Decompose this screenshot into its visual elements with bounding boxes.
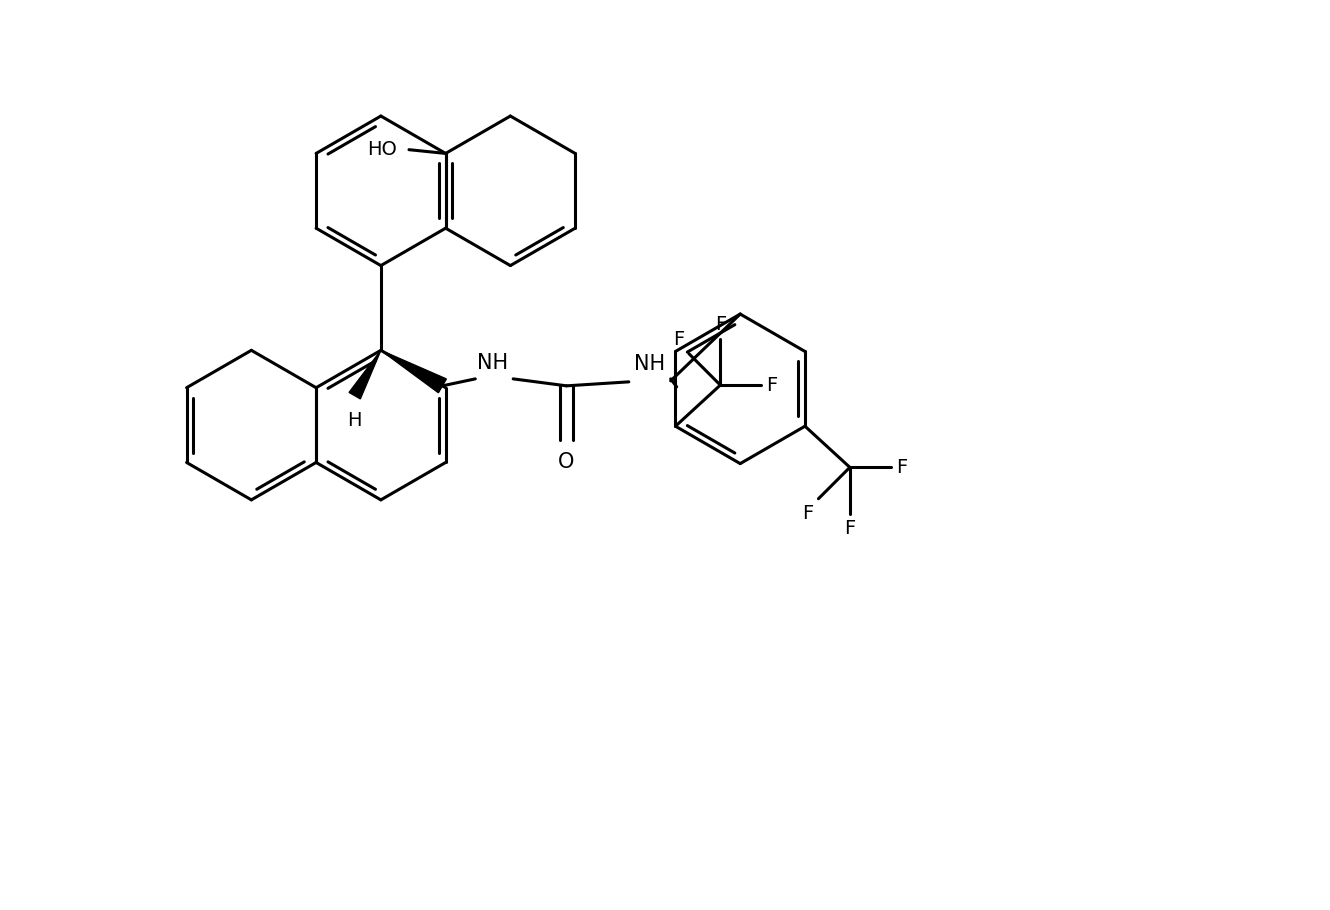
Text: F: F — [766, 376, 778, 395]
Polygon shape — [348, 350, 380, 399]
Text: H: H — [347, 410, 362, 430]
Text: F: F — [673, 329, 684, 349]
Text: O: O — [559, 451, 575, 471]
Text: F: F — [896, 458, 907, 477]
Polygon shape — [380, 350, 447, 393]
Text: NH: NH — [477, 353, 508, 373]
Text: F: F — [845, 519, 855, 538]
Text: F: F — [802, 504, 814, 522]
Text: HO: HO — [367, 140, 398, 159]
Text: F: F — [714, 315, 726, 334]
Text: NH: NH — [634, 354, 665, 374]
